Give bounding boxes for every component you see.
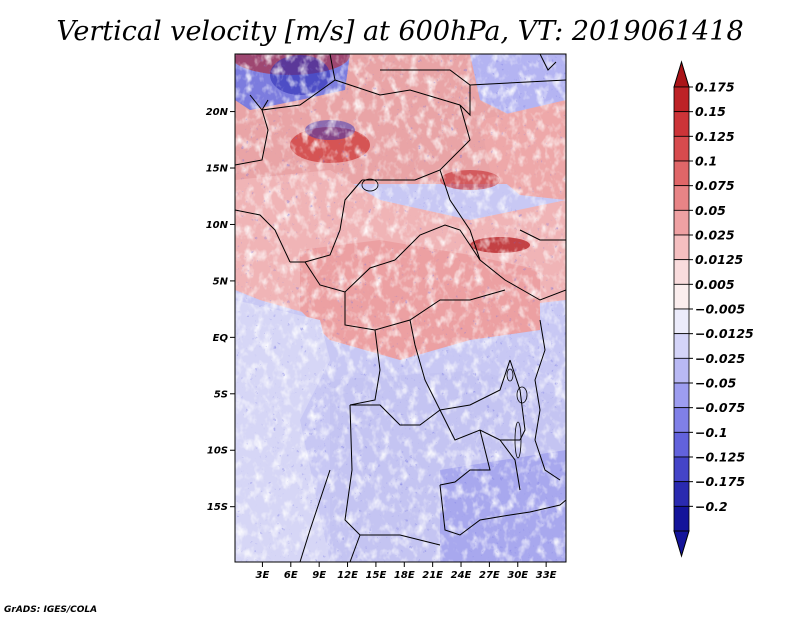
lakes <box>361 178 528 459</box>
colorbar-swatch <box>673 333 690 359</box>
colorbar-label: 0.005 <box>695 277 735 292</box>
colorbar-label: −0.075 <box>695 400 745 415</box>
colorbar-swatch <box>673 505 690 532</box>
colorbar-swatch <box>673 135 690 162</box>
colorbar-swatch <box>673 431 690 458</box>
colorbar-label: 0.15 <box>695 104 726 119</box>
x-tick-label: 27E <box>479 570 500 581</box>
colorbar-bottom-triangle <box>673 530 690 558</box>
colorbar-label: 0.1 <box>695 154 717 169</box>
colorbar-label: 0.025 <box>695 228 735 243</box>
colorbar-swatch <box>673 382 690 409</box>
colorbar-label: −0.05 <box>695 376 737 391</box>
colorbar-label: 0.175 <box>695 80 735 95</box>
x-tick-label: 30E <box>507 570 528 581</box>
y-tick-label: 15S <box>207 502 228 513</box>
x-tick-label: 15E <box>366 570 387 581</box>
y-tick-label: 5N <box>213 276 229 287</box>
colorbar-label: −0.1 <box>695 425 728 440</box>
colorbar-swatch <box>673 86 690 113</box>
y-tick-label: 10S <box>207 446 228 457</box>
x-tick-label: 18E <box>394 570 415 581</box>
y-tick-label: 20N <box>206 107 229 118</box>
x-axis: 3E 6E 9E 12E 15E 18E 21E 24E 27E 30E 33E <box>256 562 557 581</box>
colorbar-swatch <box>673 160 690 187</box>
x-tick-label: 21E <box>422 570 443 581</box>
colorbar-swatch <box>673 456 690 483</box>
colorbar-label: −0.2 <box>695 499 728 514</box>
x-tick-label: 24E <box>451 570 472 581</box>
colorbar-label: 0.05 <box>695 203 726 218</box>
x-tick-label: 33E <box>536 570 557 581</box>
grads-credit: GrADS: IGES/COLA <box>4 605 97 615</box>
map-panel <box>235 54 566 562</box>
colorbar-swatch <box>673 185 690 211</box>
y-tick-label: EQ <box>213 333 229 344</box>
y-tick-label: 5S <box>214 389 228 400</box>
country-boundaries <box>235 54 566 562</box>
colorbar-swatch <box>673 481 690 507</box>
colorbar-label: −0.005 <box>695 302 745 317</box>
y-axis: 20N 15N 10N 5N EQ 5S 10S 15S <box>206 107 235 513</box>
colorbar-top-triangle <box>673 60 690 88</box>
map-frame <box>234 53 567 563</box>
colorbar-swatch <box>673 111 690 137</box>
colorbar-swatch <box>673 357 690 384</box>
colorbar-swatch <box>673 234 690 261</box>
colorbar-swatch <box>673 209 690 236</box>
y-tick-label: 10N <box>206 220 229 231</box>
x-tick-label: 9E <box>312 570 326 581</box>
colorbar-label: 0.125 <box>695 129 735 144</box>
colorbar-swatch <box>673 407 690 433</box>
colorbar-label: −0.175 <box>695 474 745 489</box>
x-tick-label: 3E <box>256 570 270 581</box>
colorbar-swatch <box>673 283 690 310</box>
colorbar-swatch <box>673 259 690 285</box>
x-tick-label: 12E <box>337 570 358 581</box>
colorbar-label: −0.125 <box>695 450 745 465</box>
y-tick-label: 15N <box>206 164 229 175</box>
colorbar-label: −0.0125 <box>695 326 754 341</box>
colorbar-label: −0.025 <box>695 351 745 366</box>
x-tick-label: 6E <box>284 570 298 581</box>
colorbar-label: 0.0125 <box>695 252 744 267</box>
colorbar-swatch <box>673 308 690 335</box>
chart-title: Vertical velocity [m/s] at 600hPa, VT: 2… <box>56 16 743 47</box>
colorbar: 0.175 0.15 0.125 0.1 0.075 0.05 0.025 0.0125 0.0… <box>673 60 754 558</box>
colorbar-label: 0.075 <box>695 178 735 193</box>
fine-speckle-blue <box>235 54 566 562</box>
